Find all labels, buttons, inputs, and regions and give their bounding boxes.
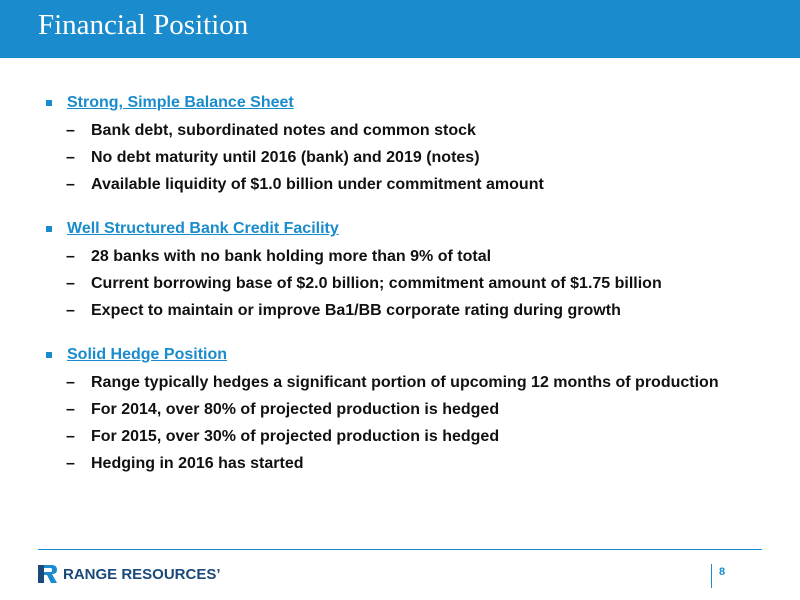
slide-title: Financial Position (38, 9, 249, 41)
list-item: – Available liquidity of $1.0 billion und… (46, 174, 776, 196)
list-item: – Bank debt, subordinated notes and commo… (46, 120, 776, 142)
footer-divider (38, 549, 762, 550)
section-heading-row: Well Structured Bank Credit Facility (46, 219, 776, 239)
dash-icon: – (66, 149, 75, 166)
section-balance-sheet: Strong, Simple Balance Sheet – Bank debt,… (46, 93, 776, 196)
list-item: – Current borrowing base of $2.0 billion;… (46, 273, 776, 295)
square-bullet-icon (46, 352, 52, 358)
page-number: 8 (719, 566, 726, 578)
list-item-text: 28 banks with no bank holding more than … (91, 248, 492, 265)
list-item-text: Hedging in 2016 has started (91, 455, 304, 472)
section-hedge-position: Solid Hedge Position – Range typically he… (46, 345, 776, 475)
dash-icon: – (66, 176, 75, 193)
list-item-text: Expect to maintain or improve Ba1/BB cor… (91, 302, 621, 319)
list-item: –28 banks with no bank holding more than… (46, 246, 776, 268)
range-resources-logo-icon (38, 565, 57, 583)
page-number-divider (711, 564, 712, 588)
section-heading-row: Solid Hedge Position (46, 345, 776, 365)
section-heading[interactable]: Strong, Simple Balance Sheet (67, 94, 294, 111)
section-credit-facility: Well Structured Bank Credit Facility –28… (46, 219, 776, 322)
dash-icon: – (66, 374, 75, 391)
slide-content: Strong, Simple Balance Sheet – Bank debt,… (46, 93, 776, 498)
dash-icon: – (66, 455, 75, 472)
list-item: – No debt maturity until 2016 (bank) and … (46, 147, 776, 169)
list-item: – Range typically hedges a significant po… (46, 372, 776, 394)
list-item-text: For 2015, over 30% of projected producti… (91, 428, 500, 445)
dash-icon: – (66, 122, 75, 139)
section-heading-row: Strong, Simple Balance Sheet (46, 93, 776, 113)
square-bullet-icon (46, 100, 52, 106)
list-item-text: Bank debt, subordinated notes and common… (91, 122, 476, 139)
list-item-text: No debt maturity until 2016 (bank) and 2… (91, 149, 480, 166)
section-heading[interactable]: Well Structured Bank Credit Facility (67, 220, 339, 237)
list-item: – Hedging in 2016 has started (46, 453, 776, 475)
list-item-text: Available liquidity of $1.0 billion unde… (91, 176, 544, 193)
list-item: – For 2015, over 30% of projected product… (46, 426, 776, 448)
dash-icon: – (66, 428, 75, 445)
square-bullet-icon (46, 226, 52, 232)
list-item-text: Current borrowing base of $2.0 billion; … (91, 275, 662, 292)
section-heading[interactable]: Solid Hedge Position (67, 346, 228, 363)
dash-icon: – (66, 275, 75, 292)
company-logo: RANGE RESOURCES’ (38, 565, 221, 583)
title-bar: Financial Position (0, 0, 800, 58)
list-item: – Expect to maintain or improve Ba1/BB co… (46, 300, 776, 322)
list-item-text: Range typically hedges a significant por… (91, 374, 719, 391)
dash-icon: – (66, 401, 75, 418)
list-item-text: For 2014, over 80% of projected producti… (91, 401, 500, 418)
dash-icon: – (66, 248, 75, 265)
list-item: – For 2014, over 80% of projected product… (46, 399, 776, 421)
dash-icon: – (66, 302, 75, 319)
logo-wordmark: RANGE RESOURCES’ (63, 565, 221, 583)
